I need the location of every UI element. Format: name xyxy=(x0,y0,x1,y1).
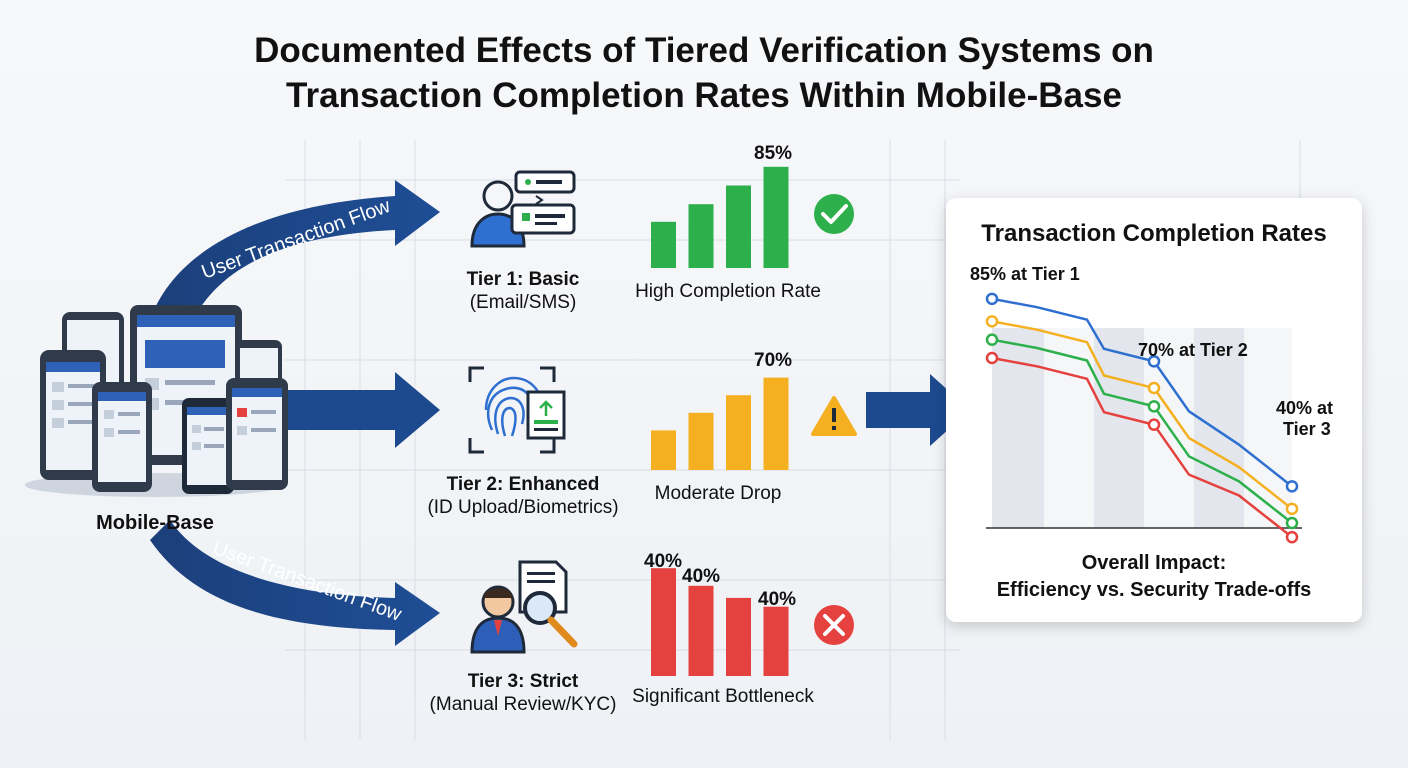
tier2-bar-3 xyxy=(726,395,751,470)
middle-flow-arrow xyxy=(278,372,440,448)
impact-line-2: Efficiency vs. Security Trade-offs xyxy=(996,579,1312,601)
annotation-tier2: 70% at Tier 2 xyxy=(1138,340,1248,360)
tier2-bar-1 xyxy=(651,430,676,470)
series-2-point-2 xyxy=(1147,381,1161,395)
source-label: Mobile-Base xyxy=(96,512,214,534)
tier3-bar-3 xyxy=(726,597,751,676)
annotation-tier3: 40% at Tier 3 xyxy=(1276,398,1333,440)
series-line-1 xyxy=(991,297,1293,488)
series-line-2 xyxy=(991,320,1293,510)
manual-review-icon xyxy=(470,560,578,654)
check-icon xyxy=(814,194,854,234)
series-1-point-1 xyxy=(985,292,999,306)
series-4-point-2 xyxy=(1147,418,1161,431)
tier3-bar-label-2: 40% xyxy=(682,566,721,587)
tier2-bar-2 xyxy=(688,412,714,470)
tier3-desc: (Manual Review/KYC) xyxy=(429,694,617,715)
impact-line-1: Overall Impact: xyxy=(1081,552,1227,574)
tier2-bar-4 xyxy=(763,377,789,470)
series-1-point-3 xyxy=(1285,480,1299,493)
tier1-caption: High Completion Rate xyxy=(635,281,821,302)
series-3-point-3 xyxy=(1285,516,1299,530)
tier3-name: Tier 3: Strict xyxy=(467,671,579,692)
chart-band-6 xyxy=(1244,328,1292,528)
series-3-point-1 xyxy=(985,333,999,346)
annotation-tier3-line1: 40% at xyxy=(1276,398,1334,418)
devices-illustration xyxy=(25,305,288,497)
chart-band-1 xyxy=(992,328,1046,528)
annotation-tier3-line2: Tier 3 xyxy=(1283,419,1331,439)
page-title: Documented Effects of Tiered Verificatio… xyxy=(0,28,1408,118)
panel-arrow xyxy=(866,374,970,446)
tier3-caption: Significant Bottleneck xyxy=(632,686,814,707)
tier1-bar-3 xyxy=(726,185,751,268)
series-2-point-3 xyxy=(1285,502,1299,516)
series-4-point-1 xyxy=(985,351,999,365)
title-line-2: Transaction Completion Rates Within Mobi… xyxy=(286,76,1122,115)
tier1-peak-label: 85% xyxy=(754,143,793,164)
tier3-bar-label-1: 40% xyxy=(644,551,683,572)
bottom-flow-arrow: User Transaction Flow xyxy=(150,520,440,646)
tier2-desc: (ID Upload/Biometrics) xyxy=(427,497,619,518)
tier3-bar-2 xyxy=(688,585,714,676)
tier1-bar-2 xyxy=(688,204,714,268)
cross-icon xyxy=(814,605,854,645)
tier-bar-charts xyxy=(651,166,789,676)
tier1-bar-1 xyxy=(651,221,676,268)
completion-rates-panel: Transaction Completion Rates 85% at Tier… xyxy=(946,198,1362,622)
tier2-name: Tier 2: Enhanced xyxy=(446,474,600,495)
series-3-point-2 xyxy=(1147,400,1161,413)
series-line-4 xyxy=(991,356,1293,539)
chart-band-3 xyxy=(1094,328,1150,528)
title-line-1: Documented Effects of Tiered Verificatio… xyxy=(254,31,1154,70)
series-2-point-1 xyxy=(985,315,999,328)
chart-band-2 xyxy=(1044,328,1098,528)
tier1-name: Tier 1: Basic xyxy=(466,269,580,290)
series-line-3 xyxy=(991,338,1293,524)
panel-title: Transaction Completion Rates xyxy=(981,220,1327,247)
tier3-bar-label-4: 40% xyxy=(758,589,797,610)
series-4-point-3 xyxy=(1285,530,1299,544)
fingerprint-icon xyxy=(468,366,566,454)
tier3-bar-1 xyxy=(651,568,676,676)
tier1-desc: (Email/SMS) xyxy=(469,292,577,313)
impact-text: Overall Impact: Efficiency vs. Security … xyxy=(946,550,1362,604)
background-grid xyxy=(285,140,1301,740)
series-1-point-2 xyxy=(1147,355,1161,368)
tier3-bar-4 xyxy=(763,606,789,676)
warning-icon xyxy=(811,396,857,436)
tier2-peak-label: 70% xyxy=(754,350,793,371)
tier2-caption: Moderate Drop xyxy=(654,483,782,504)
annotation-tier1: 85% at Tier 1 xyxy=(970,264,1080,284)
user-chat-icon xyxy=(470,170,576,248)
tier1-bar-4 xyxy=(763,166,789,268)
line-chart xyxy=(985,292,1302,544)
